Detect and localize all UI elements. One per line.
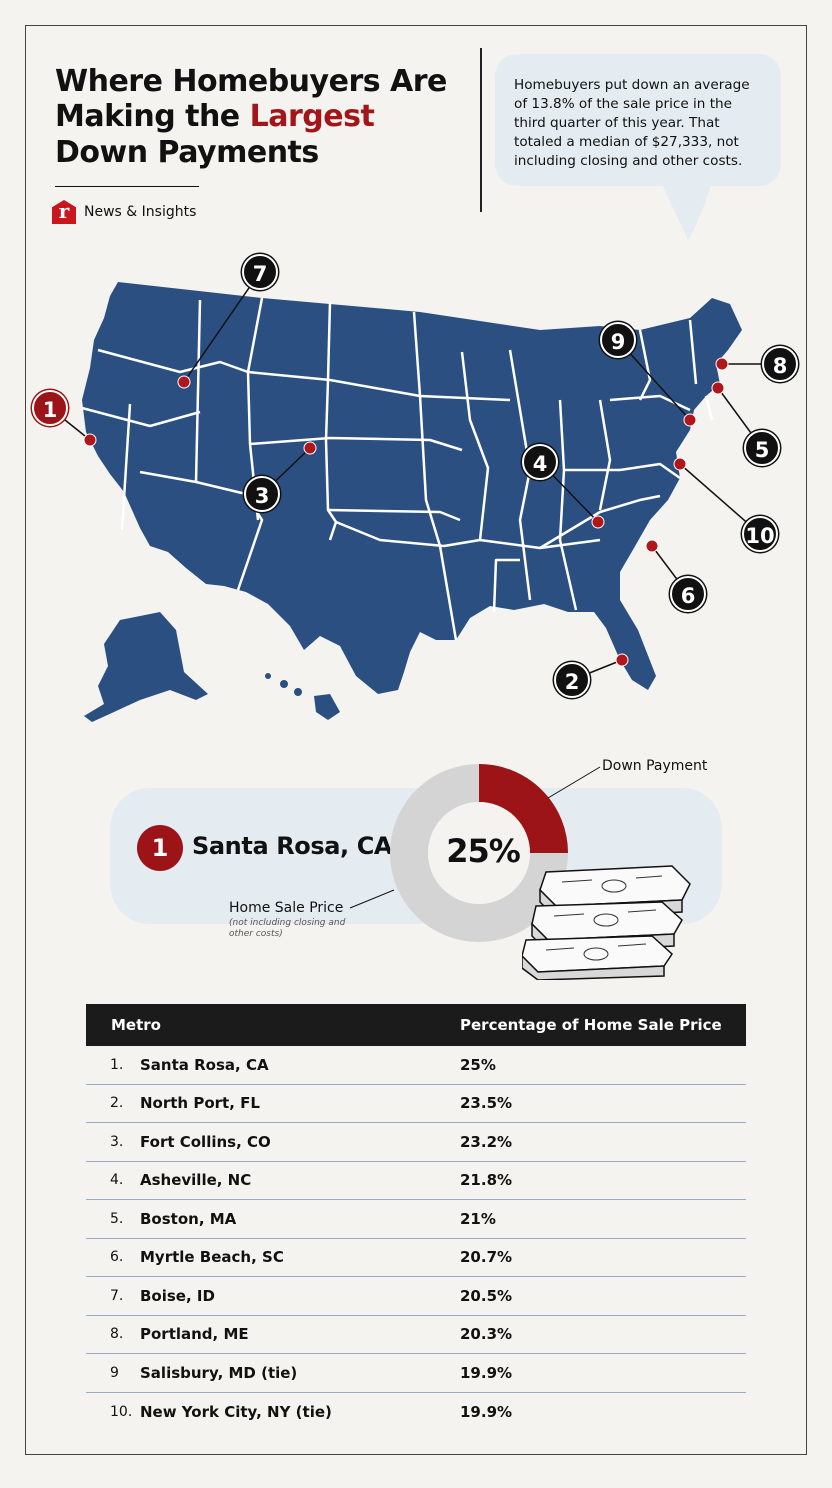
row-metro: Boston, MA	[140, 1209, 237, 1228]
title-part-2: Down Payments	[55, 134, 319, 170]
map-marker-8: 8	[762, 346, 798, 382]
row-rank: 5.	[110, 1210, 124, 1227]
row-percent: 20.3%	[460, 1325, 513, 1344]
brand-label: News & Insights	[84, 204, 197, 220]
row-rank: 10.	[110, 1403, 133, 1420]
down-payment-donut	[390, 764, 568, 942]
highlight-rank: 1	[137, 825, 183, 871]
row-percent: 19.9%	[460, 1363, 513, 1382]
table-row: 1. Santa Rosa, CA 25%	[86, 1046, 746, 1085]
row-metro: Myrtle Beach, SC	[140, 1248, 284, 1267]
row-percent: 23.2%	[460, 1132, 513, 1151]
row-percent: 19.9%	[460, 1402, 513, 1421]
row-percent: 23.5%	[460, 1094, 513, 1113]
donut-down-payment-segment	[390, 764, 568, 942]
map-marker-3: 3	[244, 476, 280, 512]
brand: r News & Insights	[52, 200, 196, 224]
row-percent: 21.8%	[460, 1171, 513, 1190]
row-rank: 2.	[110, 1095, 124, 1112]
map-marker-2: 2	[554, 662, 590, 698]
table-row: 10. New York City, NY (tie) 19.9%	[86, 1393, 746, 1432]
table-row: 6. Myrtle Beach, SC 20.7%	[86, 1239, 746, 1277]
map-marker-9: 9	[600, 322, 636, 358]
row-rank: 4.	[110, 1172, 124, 1189]
title-part-1: Where Homebuyers Are Making the	[55, 64, 447, 135]
row-rank: 1.	[110, 1056, 124, 1073]
map-alaska	[84, 612, 208, 722]
down-payment-label: Down Payment	[602, 758, 708, 774]
row-metro: North Port, FL	[140, 1094, 260, 1113]
row-rank: 8.	[110, 1326, 124, 1343]
table-row: 9 Salisbury, MD (tie) 19.9%	[86, 1354, 746, 1393]
table-header: Metro Percentage of Home Sale Price	[86, 1004, 746, 1046]
donut-percent: 25%	[446, 832, 521, 870]
row-percent: 20.7%	[460, 1248, 513, 1267]
table-row: 7. Boise, ID 20.5%	[86, 1277, 746, 1316]
map-hawaii	[265, 673, 340, 720]
row-metro: Salisbury, MD (tie)	[140, 1363, 298, 1382]
table-row: 4. Asheville, NC 21.8%	[86, 1162, 746, 1200]
row-rank: 7.	[110, 1287, 124, 1304]
row-metro: Asheville, NC	[140, 1171, 252, 1190]
map-marker-5: 5	[744, 430, 780, 466]
row-metro: Fort Collins, CO	[140, 1132, 271, 1151]
row-metro: Boise, ID	[140, 1286, 215, 1305]
map-lower48	[81, 282, 742, 694]
leader-lines	[349, 766, 601, 909]
title-divider	[55, 186, 199, 187]
highlight-metro: Santa Rosa, CA	[192, 832, 393, 860]
callout-bubble: Homebuyers put down an average of 13.8% …	[495, 54, 781, 186]
donut-center	[428, 802, 530, 904]
header-metro: Metro	[111, 1016, 161, 1034]
row-rank: 9	[110, 1364, 119, 1381]
home-sale-price-label: Home Sale Price	[229, 900, 344, 916]
title-highlight: Largest	[249, 99, 375, 135]
row-metro: Portland, ME	[140, 1325, 249, 1344]
infographic-frame	[25, 25, 807, 1455]
row-rank: 6.	[110, 1249, 124, 1266]
page-title: Where Homebuyers Are Making the Largest …	[55, 64, 475, 170]
map-marker-6: 6	[670, 576, 706, 612]
header-divider	[480, 48, 482, 212]
callout-text: Homebuyers put down an average of 13.8% …	[514, 77, 750, 170]
row-percent: 20.5%	[460, 1286, 513, 1305]
header-percentage: Percentage of Home Sale Price	[460, 1016, 722, 1034]
us-map	[49, 271, 780, 722]
cash-stack-icon	[522, 865, 691, 980]
speech-bubble-tail	[660, 180, 712, 240]
table-row: 3. Fort Collins, CO 23.2%	[86, 1123, 746, 1162]
row-metro: Santa Rosa, CA	[140, 1055, 269, 1074]
down-payment-table: Metro Percentage of Home Sale Price 1. Sa…	[86, 1004, 746, 1431]
city-dots	[83, 357, 729, 667]
row-percent: 25%	[460, 1055, 496, 1074]
map-marker-1: 1	[32, 390, 68, 426]
row-metro: New York City, NY (tie)	[140, 1402, 332, 1421]
row-rank: 3.	[110, 1133, 124, 1150]
table-row: 5. Boston, MA 21%	[86, 1200, 746, 1239]
table-row: 2. North Port, FL 23.5%	[86, 1085, 746, 1123]
row-percent: 21%	[460, 1209, 496, 1228]
map-marker-4: 4	[522, 444, 558, 480]
home-sale-price-note: (not including closing and other costs)	[229, 918, 346, 939]
map-marker-10: 10	[742, 516, 778, 552]
table-row: 8. Portland, ME 20.3%	[86, 1316, 746, 1354]
map-marker-7: 7	[242, 254, 278, 290]
